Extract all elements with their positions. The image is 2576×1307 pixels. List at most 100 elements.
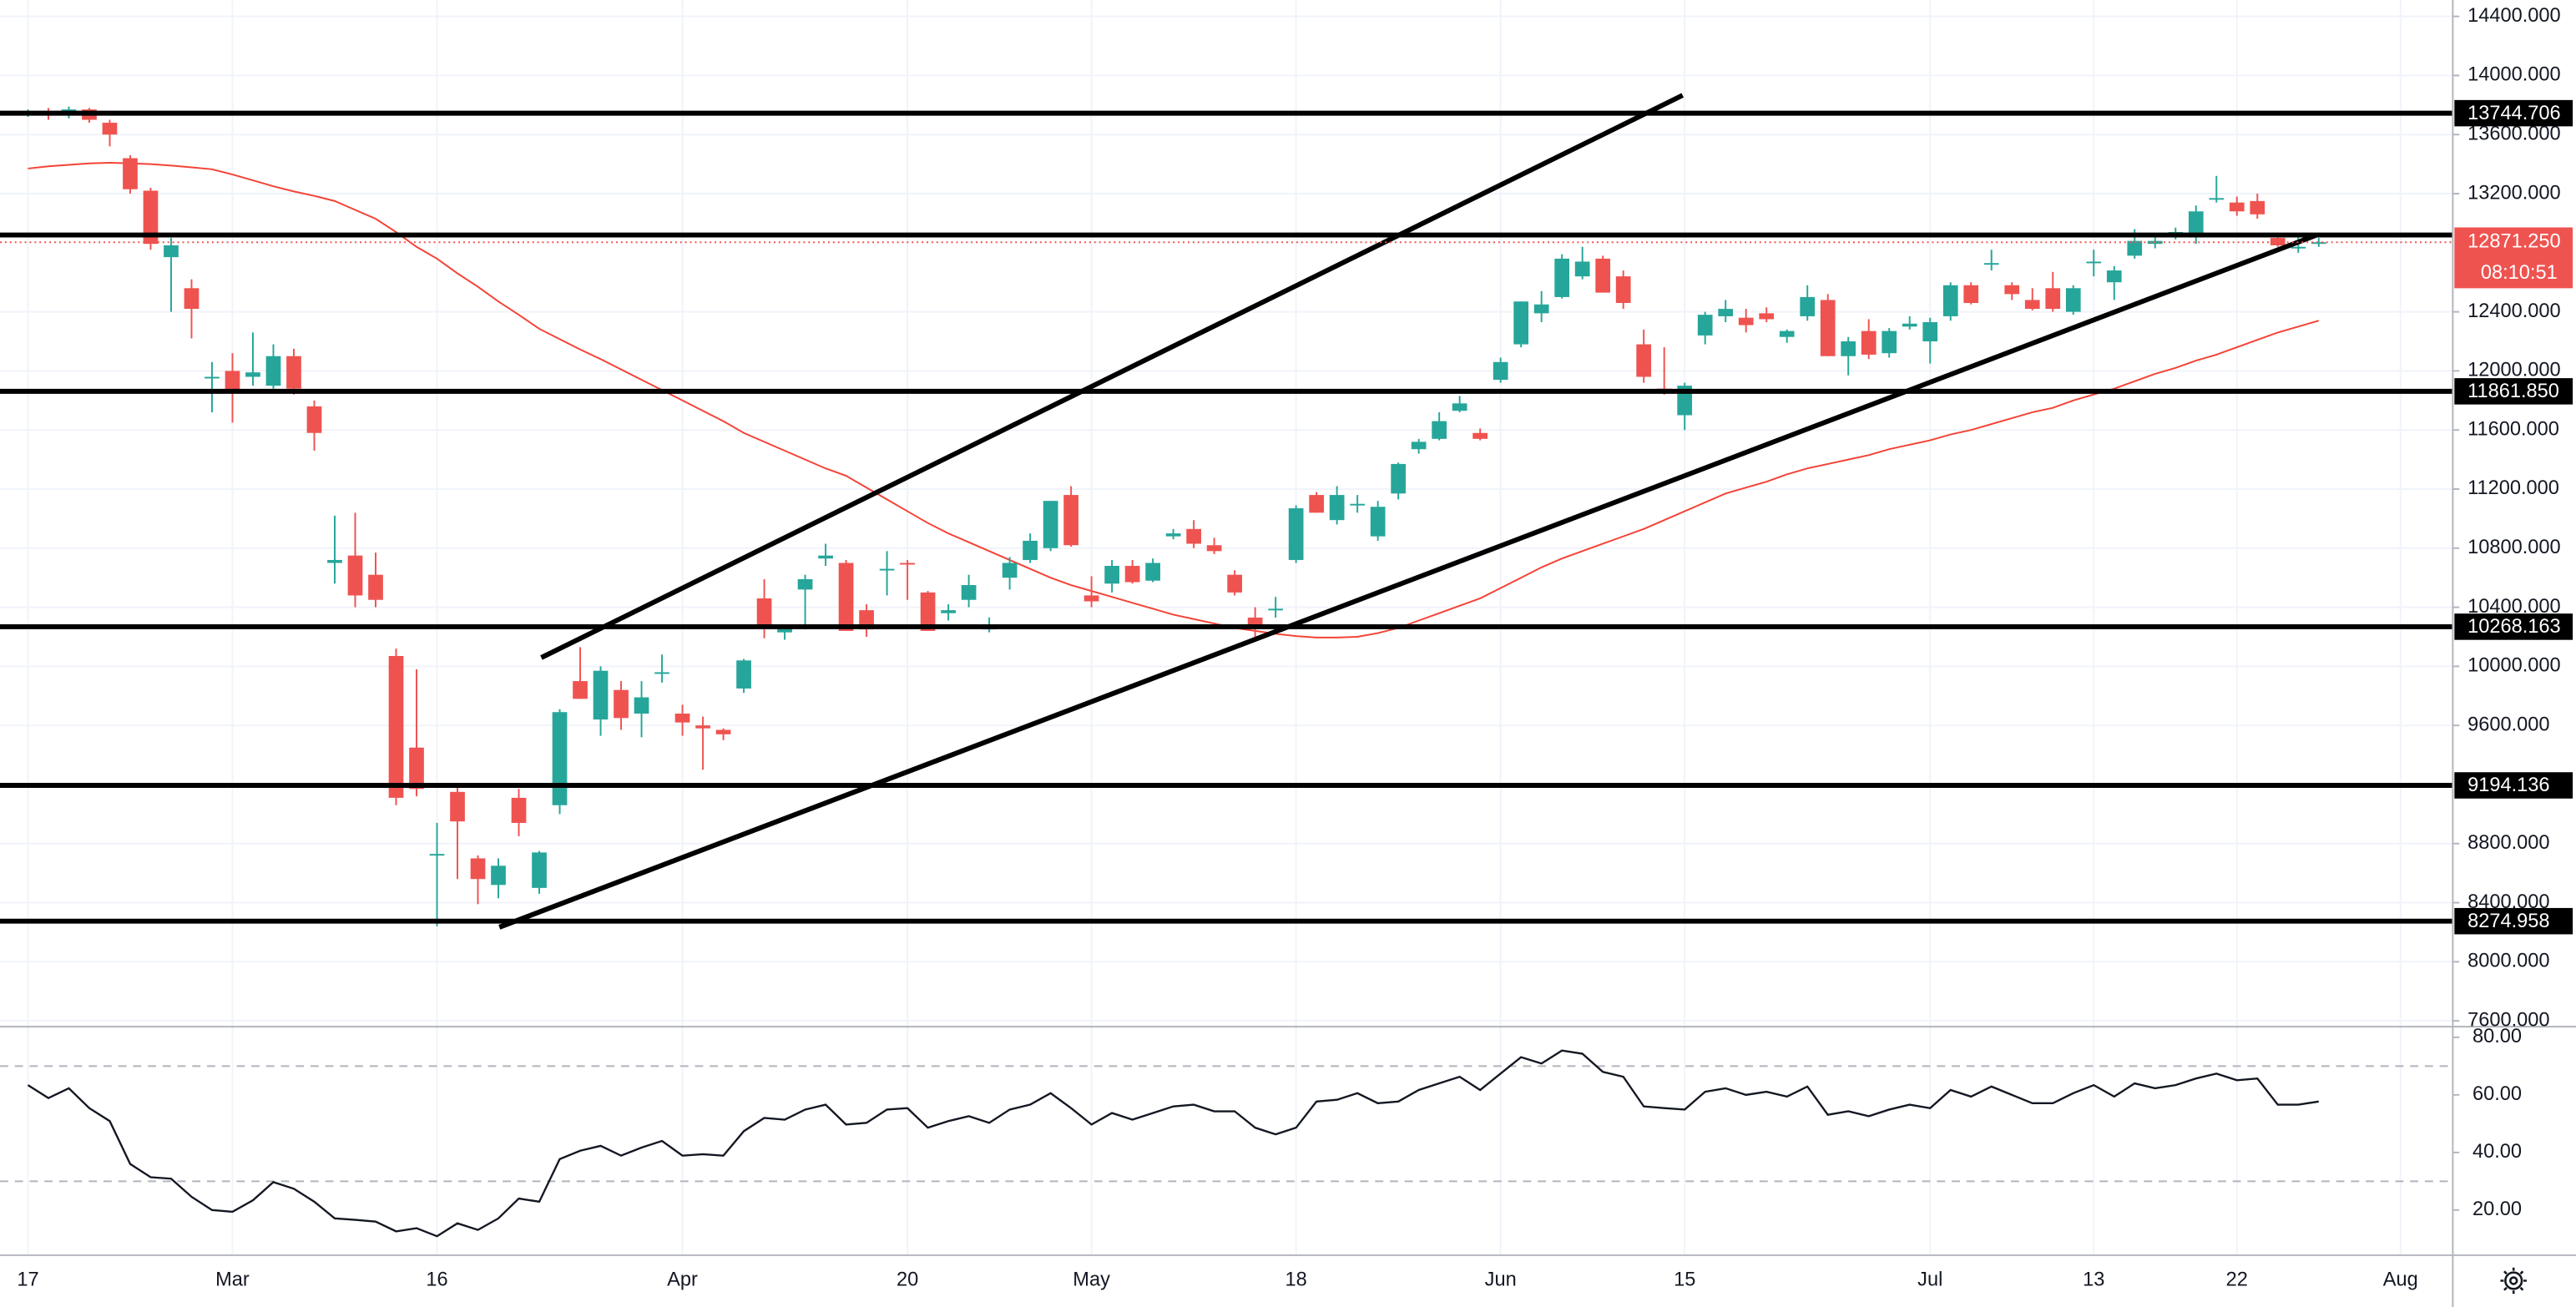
candle-body — [1391, 463, 1407, 494]
y-tick-label: 13200.000 — [2467, 182, 2561, 204]
candle-body — [143, 190, 159, 245]
candle-body — [327, 559, 342, 563]
y-tick-label: 8800.000 — [2467, 832, 2549, 854]
candle-body — [1554, 258, 1570, 297]
candle-body — [1247, 617, 1263, 627]
candle-body — [1861, 331, 1876, 355]
candle-body — [1309, 495, 1325, 513]
candle-body — [838, 563, 854, 631]
candle-body — [695, 725, 710, 729]
candle-body — [941, 610, 956, 613]
x-tick-label: 15 — [1674, 1269, 1695, 1291]
rsi-tick-label: 60.00 — [2472, 1083, 2522, 1105]
candle-body — [961, 585, 977, 600]
candle-body — [1615, 276, 1631, 303]
candle-body — [2311, 242, 2326, 245]
level-label: 9194.136 — [2467, 775, 2549, 796]
candle-body — [1881, 331, 1897, 354]
candle-body — [1922, 322, 1938, 342]
level-label: 8274.958 — [2467, 911, 2549, 932]
y-tick-label: 9600.000 — [2467, 714, 2549, 735]
candle-body — [1370, 507, 1386, 537]
settings-icon[interactable] — [2500, 1267, 2527, 1294]
candle-body — [1186, 528, 1201, 544]
candle-body — [1268, 608, 1283, 611]
candle-body — [511, 797, 527, 823]
y-tick-label: 10800.000 — [2467, 537, 2561, 558]
candle-body — [1104, 566, 1119, 584]
y-tick-label: 14000.000 — [2467, 64, 2561, 86]
candle-body — [1697, 315, 1713, 336]
y-tick-label: 12000.000 — [2467, 360, 2561, 381]
plot-layer — [0, 93, 2453, 1238]
candle-body — [1983, 263, 1999, 265]
candle-body — [1063, 495, 1078, 546]
candle-body — [634, 697, 649, 714]
candle-body — [1002, 563, 1018, 578]
candle-body — [1902, 323, 1917, 327]
level-label-box — [2454, 907, 2573, 935]
level-label-box — [2454, 99, 2573, 127]
x-tick-label: 16 — [426, 1269, 447, 1291]
candle-body — [1023, 540, 1038, 560]
candle-body — [1452, 403, 1467, 411]
level-label: 13744.706 — [2467, 103, 2561, 124]
y-tick-label: 7600.000 — [2467, 1009, 2549, 1031]
y-tick-label: 11200.000 — [2467, 477, 2559, 499]
candle-body — [818, 555, 833, 559]
candle-body — [368, 574, 383, 600]
y-tick-label: 11600.000 — [2467, 418, 2559, 440]
y-tick-label: 8000.000 — [2467, 951, 2549, 972]
candle-body — [797, 578, 813, 590]
y-tick-label: 12400.000 — [2467, 300, 2561, 322]
gear-ring — [2504, 1271, 2523, 1290]
level-label-box — [2454, 772, 2573, 799]
candle-body — [1800, 296, 1816, 316]
candle-body — [1288, 508, 1304, 560]
trendline — [540, 93, 1685, 660]
candle-body — [470, 858, 486, 880]
x-tick-label: Jul — [1917, 1269, 1942, 1291]
gear-hub — [2508, 1276, 2518, 1285]
candle-body — [1718, 309, 1734, 316]
candle-body — [102, 123, 118, 135]
candle-body — [900, 563, 915, 565]
candle-body — [286, 356, 301, 389]
candle-body — [1513, 301, 1529, 345]
candle-body — [879, 568, 895, 571]
candle-body — [1820, 300, 1836, 356]
candle-body — [1779, 331, 1795, 337]
candle-body — [2086, 261, 2102, 264]
candle-body — [184, 288, 200, 310]
level-label: 10268.163 — [2467, 616, 2561, 638]
candle-body — [1083, 595, 1099, 602]
rsi-tick-label: 20.00 — [2472, 1199, 2522, 1220]
candle-body — [532, 852, 547, 888]
candle-body — [2209, 198, 2225, 200]
y-tick-label: 13600.000 — [2467, 123, 2561, 144]
candle-body — [1493, 361, 1508, 381]
level-label: 11861.850 — [2467, 381, 2559, 402]
label-layer: 17 Mar 16 Apr 20 May 18 Jun 15 Jul 13 22 Aug 14400.00… — [17, 5, 2573, 1291]
candle-body — [2065, 288, 2081, 312]
candle-body — [265, 356, 281, 386]
y-tick-label: 10000.000 — [2467, 655, 2561, 677]
candle-body — [1329, 495, 1345, 521]
candle-body — [1411, 442, 1427, 450]
level-label-box — [2454, 378, 2573, 405]
candle-body — [306, 406, 322, 433]
rsi-tick-label: 80.00 — [2472, 1026, 2522, 1047]
candle-body — [225, 371, 240, 393]
candle-body — [1165, 533, 1181, 537]
candle-body — [715, 729, 731, 734]
candle-body — [1942, 285, 1958, 316]
candle-body — [1124, 566, 1140, 583]
candle-body — [1206, 545, 1222, 552]
x-tick-label: 20 — [897, 1269, 918, 1291]
candle-body — [2106, 270, 2122, 283]
candle-body — [1574, 261, 1590, 277]
rsi-line — [27, 1049, 2319, 1238]
